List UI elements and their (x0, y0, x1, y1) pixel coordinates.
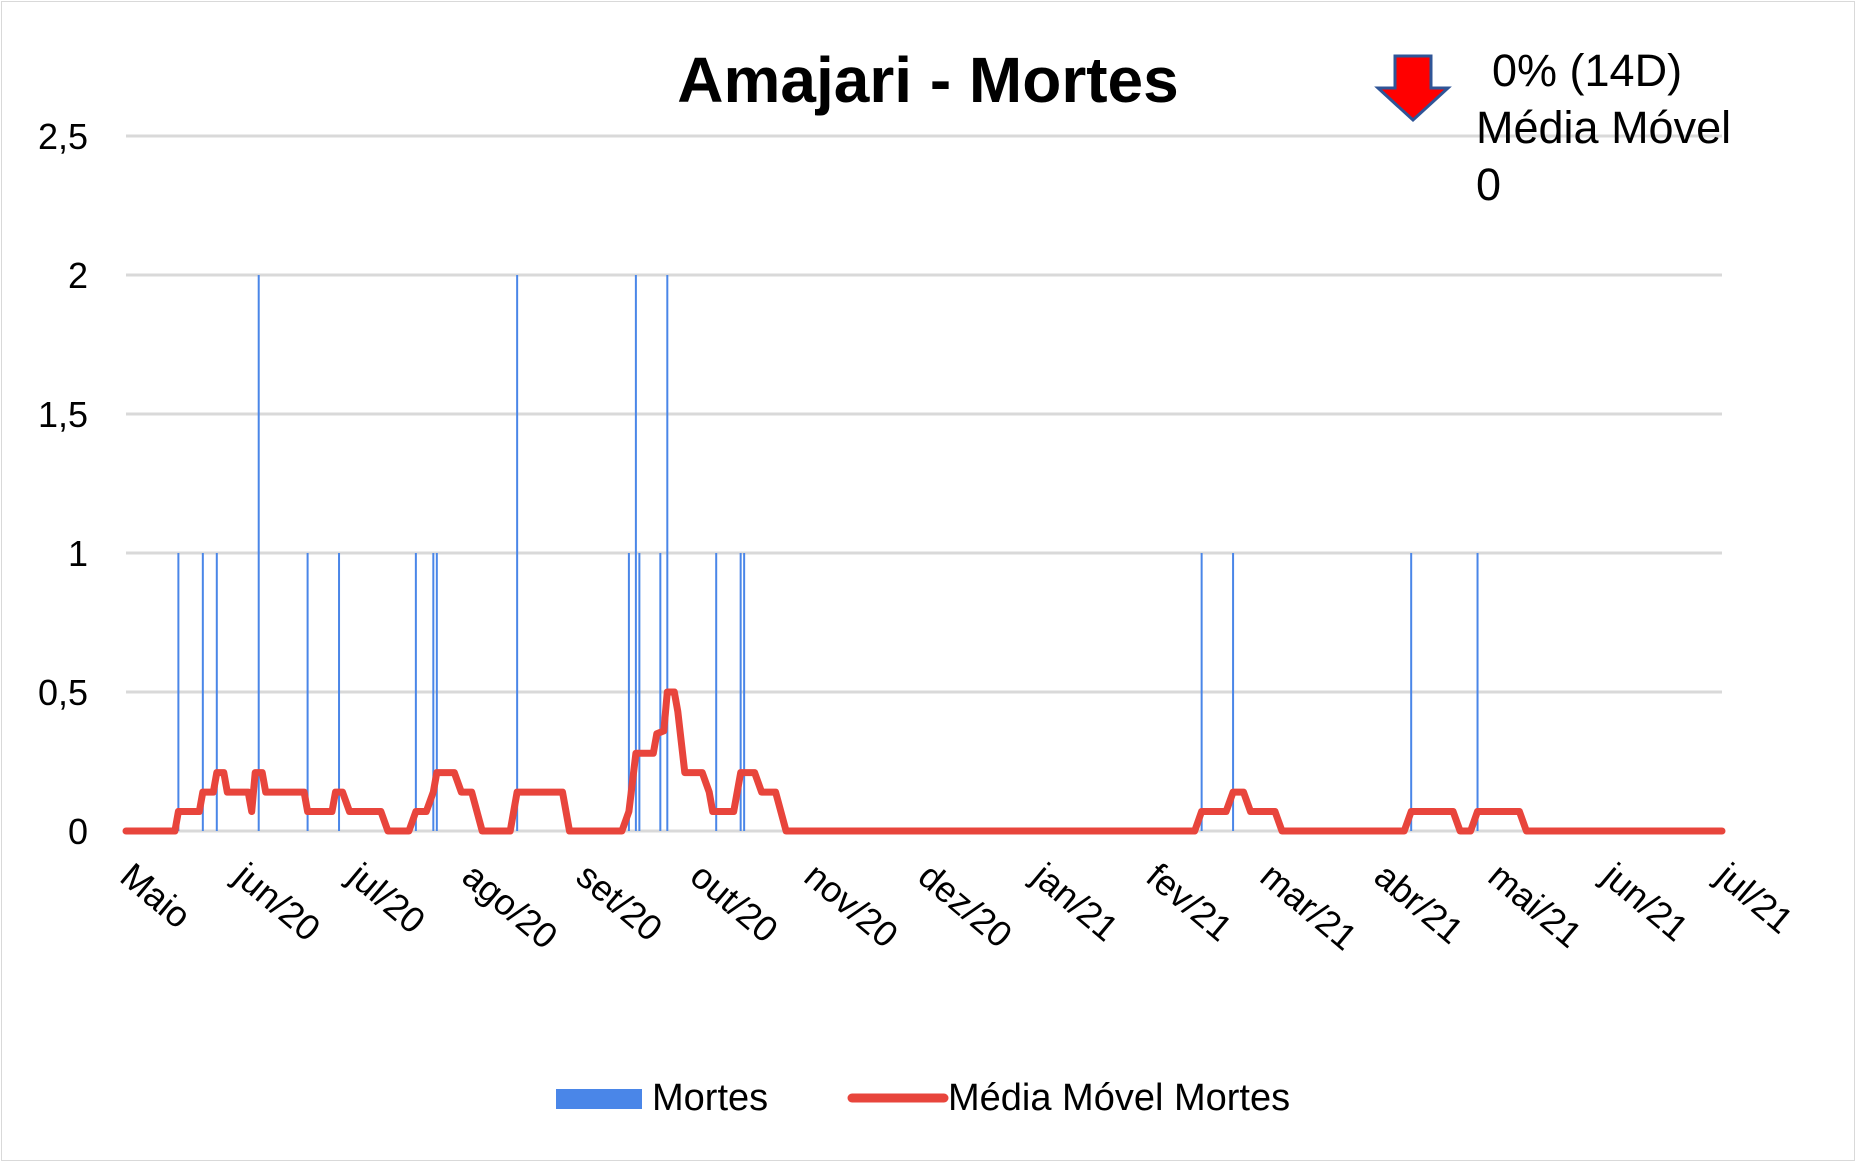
x-tick-label: jan/21 (1024, 854, 1126, 949)
x-tick-label: jun/20 (226, 854, 328, 949)
y-tick-label: 0 (68, 811, 88, 852)
legend-swatch-mortes (556, 1089, 642, 1109)
x-tick-label: set/20 (569, 855, 670, 949)
x-tick-label: jun/21 (1594, 854, 1696, 949)
x-tick-label: jul/21 (1708, 854, 1801, 941)
bar-mortes (338, 553, 341, 831)
bar-mortes (215, 553, 218, 831)
legend-label-mortes: Mortes (652, 1077, 768, 1119)
y-tick-label: 2,5 (38, 116, 88, 157)
y-tick-label: 1 (68, 533, 88, 574)
bar-mortes (1200, 553, 1203, 831)
bars-mortes (177, 275, 1479, 831)
bar-mortes (638, 553, 641, 831)
chart-title: Amajari - Mortes (677, 44, 1178, 116)
line-media-movel-mortes (122, 688, 1726, 835)
bar-mortes (1476, 553, 1479, 831)
y-tick-label: 2 (68, 255, 88, 296)
x-tick-label: dez/20 (911, 855, 1020, 956)
x-tick-label: ago/20 (455, 855, 566, 957)
bar-mortes (634, 275, 637, 831)
x-tick-label: fev/21 (1139, 855, 1240, 949)
annotation-label: Média Móvel (1476, 102, 1731, 153)
annotation-change: 0% (14D) (1492, 45, 1682, 96)
x-tick-label: Maio (113, 855, 199, 937)
down-arrow-icon (1374, 54, 1452, 123)
legend-label-media-movel: Média Móvel Mortes (948, 1077, 1290, 1119)
bar-mortes (715, 553, 718, 831)
bar-mortes (743, 553, 746, 831)
bar-mortes (739, 553, 742, 831)
x-tick-label: mai/21 (1481, 855, 1590, 956)
x-tick-label: out/20 (683, 855, 786, 951)
bar-mortes (666, 275, 669, 831)
x-tick-label: nov/20 (797, 855, 906, 956)
bar-mortes (435, 553, 438, 831)
grid-lines (126, 134, 1722, 833)
bar-mortes (306, 553, 309, 831)
x-tick-label: jul/20 (340, 854, 433, 941)
y-tick-label: 1,5 (38, 394, 88, 435)
x-tick-label: abr/21 (1367, 855, 1472, 952)
bar-mortes (201, 553, 204, 831)
bar-mortes (1232, 553, 1235, 831)
y-tick-label: 0,5 (38, 672, 88, 713)
bar-mortes (627, 553, 630, 831)
annotation-value: 0 (1476, 159, 1501, 210)
bar-mortes (516, 275, 519, 831)
bar-mortes (414, 553, 417, 831)
x-tick-label: mar/21 (1253, 855, 1365, 958)
bar-mortes (1410, 553, 1413, 831)
y-axis-ticks: 0 0,5 1 1,5 2 2,5 (38, 116, 88, 852)
bar-mortes (257, 275, 260, 831)
bar-mortes (432, 553, 435, 831)
bar-mortes (177, 553, 180, 831)
bar-mortes (659, 553, 662, 831)
x-axis-ticks: Maio jun/20 jul/20 ago/20 set/20 out/20 nov/20… (113, 854, 1801, 958)
